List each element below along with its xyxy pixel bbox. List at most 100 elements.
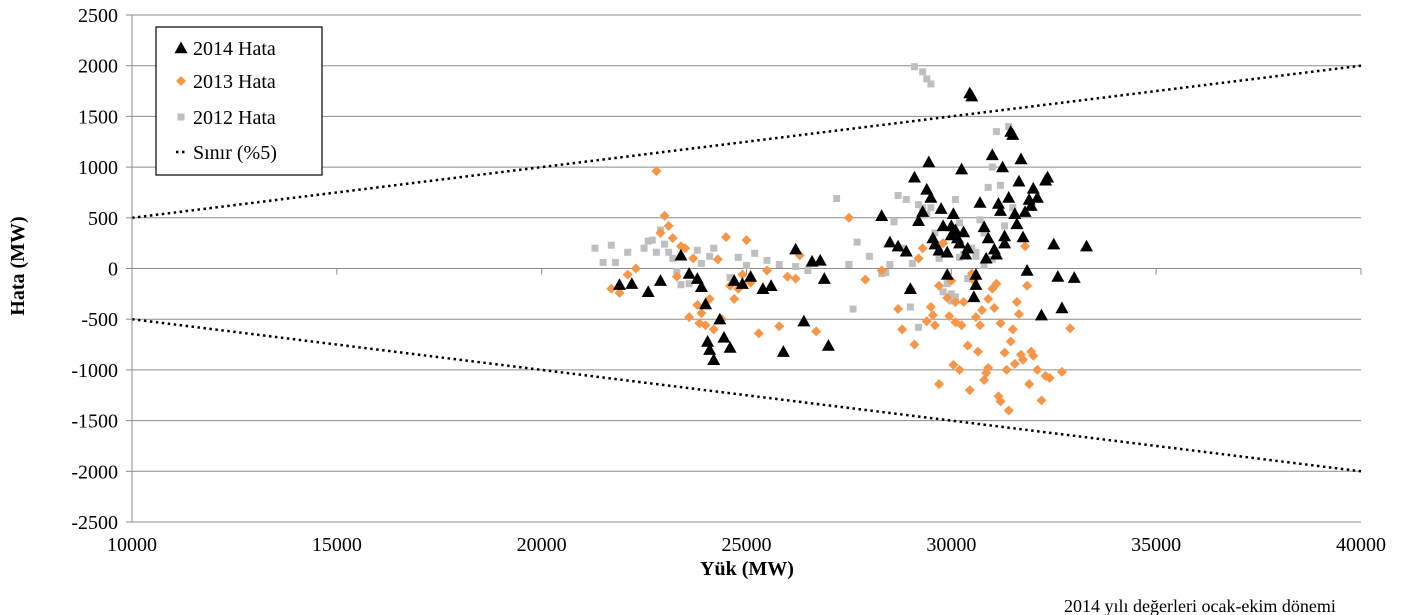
data-point-2013 [991, 278, 1002, 289]
data-point-2013 [897, 324, 908, 335]
data-point-2013 [934, 379, 945, 390]
data-point-2013 [700, 320, 711, 331]
data-point-2012 [677, 281, 685, 289]
y-tick-label: 2000 [78, 56, 118, 78]
y-tick-labels: 2500 2000 1500 1000 500 0 -500 -1000 -1500 -2000 -… [71, 5, 118, 534]
data-point-2013 [983, 362, 994, 373]
data-point-2012 [980, 261, 988, 269]
data-point-2014 [1010, 217, 1024, 230]
x-tick-label: 10000 [107, 534, 157, 556]
data-point-2013 [1013, 309, 1024, 320]
data-point-2013 [983, 293, 994, 304]
data-point-2014 [959, 247, 973, 260]
data-point-2012 [853, 238, 861, 246]
data-point-2014 [776, 345, 790, 357]
data-point-2013 [917, 243, 928, 254]
data-point-2014 [1024, 199, 1038, 211]
data-point-2012 [923, 75, 931, 83]
data-point-2012 [931, 229, 939, 237]
data-point-2012 [706, 252, 714, 260]
data-point-2012 [943, 280, 951, 288]
data-point-2014 [961, 241, 975, 254]
data-point-2012 [906, 303, 914, 311]
y-tick-label: -1500 [71, 411, 118, 433]
data-point-2014 [1006, 128, 1020, 140]
data-point-2013 [927, 310, 938, 321]
data-point-2013 [1009, 358, 1020, 369]
chart-footnote: 2014 yılı değerleri ocak-ekim dönemi [1064, 596, 1336, 615]
data-point-2014 [916, 205, 930, 217]
data-point-2013 [1003, 405, 1014, 416]
data-point-2014 [903, 282, 917, 294]
data-point-2013 [893, 304, 904, 315]
data-point-2012 [845, 260, 853, 268]
data-point-2014 [981, 231, 995, 244]
data-point-2013 [934, 280, 945, 291]
data-point-2012 [915, 323, 923, 331]
data-point-2013 [721, 232, 732, 243]
data-point-2014 [707, 353, 721, 365]
data-point-2014 [973, 196, 987, 208]
data-point-2013 [1065, 323, 1076, 334]
x-tick-label: 15000 [312, 534, 362, 556]
data-point-2013 [1022, 280, 1033, 291]
data-point-2014 [1002, 191, 1016, 203]
data-point-2013 [876, 265, 887, 276]
data-point-2013 [975, 320, 986, 331]
data-point-2013 [950, 296, 961, 307]
data-point-2013 [913, 253, 924, 264]
data-point-2014 [723, 341, 737, 353]
gridlines [132, 14, 1361, 523]
data-point-2013 [737, 269, 748, 280]
y-tick-label: 1000 [78, 157, 118, 179]
data-point-2014 [699, 297, 713, 310]
data-point-2014 [936, 219, 950, 232]
data-point-2012 [849, 305, 857, 313]
data-point-2014 [899, 244, 913, 257]
data-point-2014 [965, 89, 979, 102]
data-point-2014 [701, 335, 715, 347]
data-point-2012 [644, 237, 652, 245]
data-point-2014 [989, 247, 1003, 260]
data-point-2012 [908, 259, 916, 267]
data-point-2013 [958, 296, 969, 307]
data-point-2014 [940, 245, 954, 258]
data-point-2014 [1034, 308, 1048, 321]
data-point-2014 [1055, 301, 1069, 314]
data-point-2014 [955, 162, 969, 175]
legend-label: 2012 Hata [193, 107, 276, 129]
x-tick-label: 25000 [722, 534, 772, 556]
data-point-2014 [817, 272, 831, 284]
y-tick-label: 1500 [78, 106, 118, 128]
data-point-2013 [692, 300, 703, 311]
data-point-2014 [944, 219, 958, 232]
data-point-2014 [713, 312, 727, 325]
data-point-2012 [927, 204, 935, 212]
data-point-2013 [614, 287, 625, 298]
data-point-2014 [920, 182, 934, 195]
data-point-2012 [751, 249, 759, 257]
data-point-2013 [663, 220, 674, 231]
legend-triangle-icon [174, 41, 188, 54]
data-point-2014 [979, 251, 993, 264]
data-point-2012 [665, 248, 673, 256]
data-point-2012 [648, 236, 656, 244]
legend: 2014 Hata 2013 Hata 2012 Hata Sınır (%5) [155, 26, 323, 176]
x-axis-title: Yük (MW) [700, 558, 794, 580]
data-point-2013 [630, 263, 641, 274]
y-tick-label: -2000 [71, 461, 118, 483]
data-point-2012 [743, 261, 750, 269]
data-point-2014 [998, 236, 1012, 249]
data-point-2012 [661, 240, 669, 248]
data-point-2014 [946, 207, 960, 219]
data-point-2014 [1030, 191, 1044, 203]
data-point-2014 [924, 191, 938, 203]
data-point-2014 [613, 278, 627, 290]
data-point-2013 [671, 271, 682, 282]
data-point-2013 [860, 274, 871, 285]
data-point-2014 [789, 242, 803, 255]
data-point-2014 [1020, 264, 1034, 276]
data-point-2012 [833, 195, 841, 203]
data-point-2013 [811, 326, 822, 337]
boundary-line [131, 317, 1362, 473]
